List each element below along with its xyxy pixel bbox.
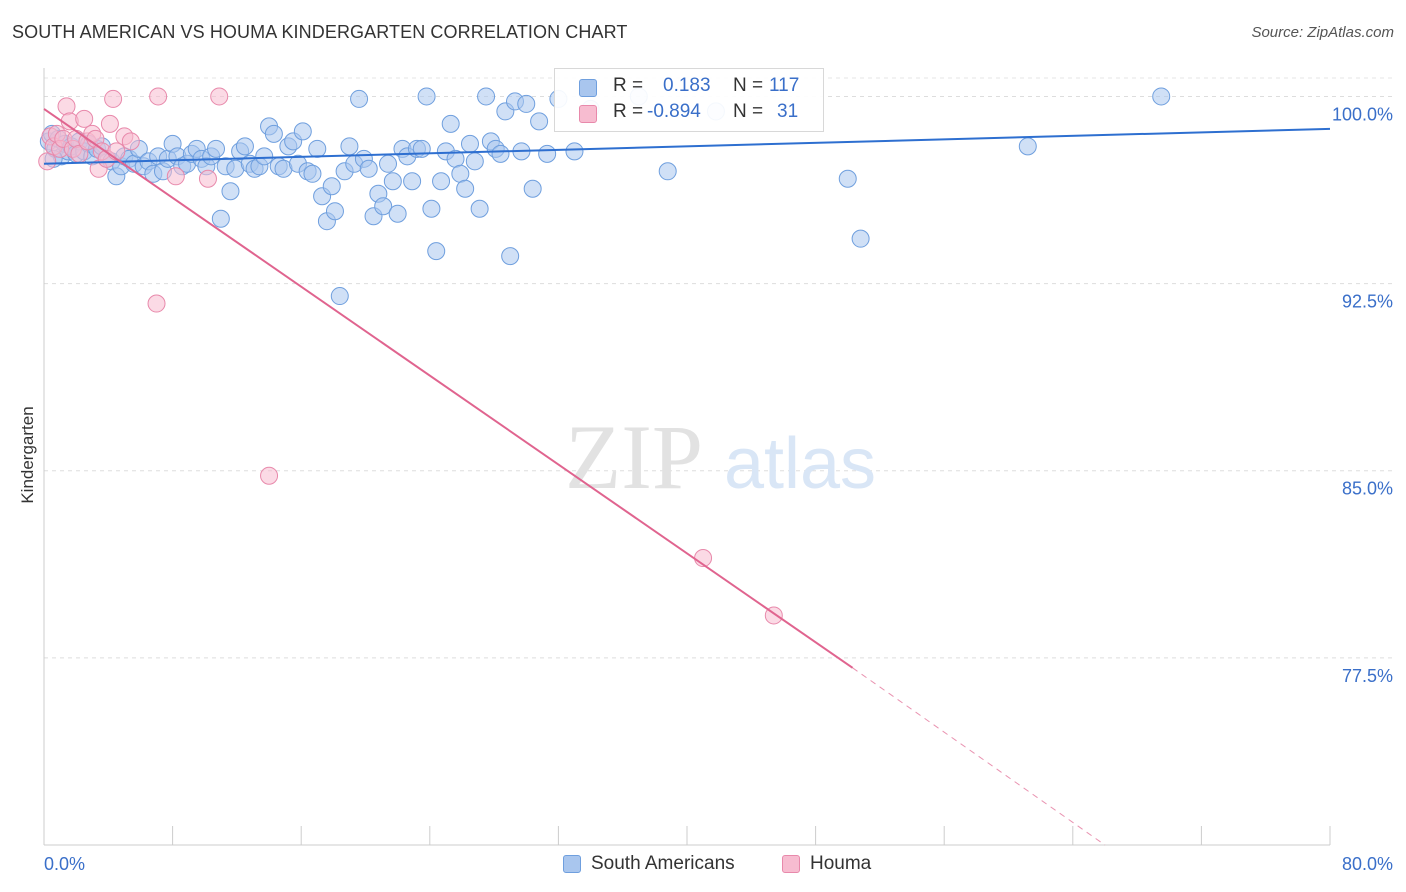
- point-south-americans: [523, 179, 542, 198]
- stats-r-value: -0.894: [647, 101, 701, 122]
- point-south-americans: [293, 122, 312, 141]
- point-houma: [100, 114, 119, 133]
- point-houma: [166, 167, 185, 186]
- trend-lines: [43, 108, 1331, 846]
- stats-legend: R = 0.183 N = 117 R = -0.894 N = 31: [554, 68, 824, 132]
- point-houma: [149, 87, 168, 106]
- point-south-americans: [330, 287, 349, 306]
- point-south-americans: [221, 182, 240, 201]
- point-south-americans: [422, 199, 441, 218]
- stats-r-label: R =: [613, 101, 644, 122]
- point-south-americans: [851, 229, 870, 248]
- point-south-americans: [427, 242, 446, 261]
- point-houma: [38, 152, 57, 171]
- point-south-americans: [501, 247, 520, 266]
- point-south-americans: [517, 94, 536, 113]
- stats-n-label: N =: [733, 101, 764, 122]
- point-south-americans: [417, 87, 436, 106]
- stats-row-south-americans: R = 0.183 N = 117: [555, 75, 823, 101]
- point-south-americans: [388, 204, 407, 223]
- point-houma: [57, 97, 76, 116]
- watermark-zip: ZIP: [565, 406, 703, 508]
- point-south-americans: [383, 172, 402, 191]
- point-south-americans: [379, 154, 398, 173]
- watermark-atlas: atlas: [724, 424, 876, 504]
- chart-title: SOUTH AMERICAN VS HOUMA KINDERGARTEN COR…: [12, 22, 628, 42]
- point-south-americans: [530, 112, 549, 131]
- stats-n-value: 31: [777, 101, 799, 122]
- point-south-americans: [441, 114, 460, 133]
- point-houma: [198, 169, 217, 188]
- legend-item-houma: Houma: [782, 852, 871, 876]
- stats-r-value: 0.183: [663, 75, 711, 96]
- legend-label-houma: Houma: [810, 853, 872, 874]
- point-south-americans: [303, 164, 322, 183]
- stats-swatch-south-americans: [579, 79, 597, 97]
- point-south-americans: [470, 199, 489, 218]
- point-south-americans: [538, 144, 557, 163]
- point-houma: [104, 89, 123, 108]
- point-south-americans: [322, 177, 341, 196]
- point-south-americans: [403, 172, 422, 191]
- point-south-americans: [350, 89, 369, 108]
- point-houma: [107, 142, 126, 161]
- watermark: ZIP atlas: [565, 406, 876, 508]
- trend-line-south-americans: [43, 127, 1331, 165]
- y-tick-labels: 100.0% 92.5% 85.0% 77.5%: [1332, 104, 1393, 685]
- x-tick-label-min: 0.0%: [44, 854, 85, 874]
- point-south-americans: [325, 202, 344, 221]
- legend-item-south-americans: South Americans: [563, 852, 735, 876]
- point-south-americans: [359, 159, 378, 178]
- point-houma: [260, 466, 279, 485]
- point-south-americans: [460, 134, 479, 153]
- point-south-americans: [412, 139, 431, 158]
- point-south-americans: [264, 124, 283, 143]
- point-south-americans: [308, 139, 327, 158]
- y-tick-label: 85.0%: [1342, 479, 1393, 499]
- point-south-americans: [477, 87, 496, 106]
- point-houma: [121, 132, 140, 151]
- point-south-americans: [658, 162, 677, 181]
- point-south-americans: [255, 147, 274, 166]
- point-south-americans: [456, 179, 475, 198]
- data-points: [38, 87, 1171, 625]
- point-south-americans: [340, 137, 359, 156]
- trend-line-houma-extension: [852, 667, 1106, 846]
- point-south-americans: [465, 152, 484, 171]
- stats-r-label: R =: [613, 75, 644, 96]
- point-south-americans: [211, 209, 230, 228]
- trend-line-houma: [43, 108, 854, 669]
- point-south-americans: [1152, 87, 1171, 106]
- axes: [43, 68, 1331, 846]
- chart-source: Source: ZipAtlas.com: [1251, 24, 1394, 41]
- y-tick-label: 77.5%: [1342, 666, 1393, 686]
- point-south-americans: [565, 142, 584, 161]
- point-south-americans: [1018, 137, 1037, 156]
- legend-label-south-americans: South Americans: [591, 853, 735, 874]
- stats-row-houma: R = -0.894 N = 31: [555, 101, 823, 127]
- x-tick-label-max: 80.0%: [1342, 854, 1393, 874]
- x-tick-labels: 0.0% 80.0%: [44, 854, 1393, 874]
- point-houma: [147, 294, 166, 313]
- stats-n-label: N =: [733, 75, 764, 96]
- point-south-americans: [235, 137, 254, 156]
- point-south-americans: [451, 164, 470, 183]
- legend-swatch-south-americans: [563, 855, 581, 873]
- point-south-americans: [374, 197, 393, 216]
- y-tick-label: 100.0%: [1332, 104, 1393, 124]
- point-south-americans: [207, 139, 226, 158]
- stats-swatch-houma: [579, 105, 597, 123]
- point-south-americans: [491, 144, 510, 163]
- legend-swatch-houma: [782, 855, 800, 873]
- stats-n-value: 117: [769, 75, 800, 96]
- point-houma: [75, 109, 94, 128]
- y-tick-label: 92.5%: [1342, 292, 1393, 312]
- point-south-americans: [432, 172, 451, 191]
- point-south-americans: [838, 169, 857, 188]
- point-houma: [210, 87, 229, 106]
